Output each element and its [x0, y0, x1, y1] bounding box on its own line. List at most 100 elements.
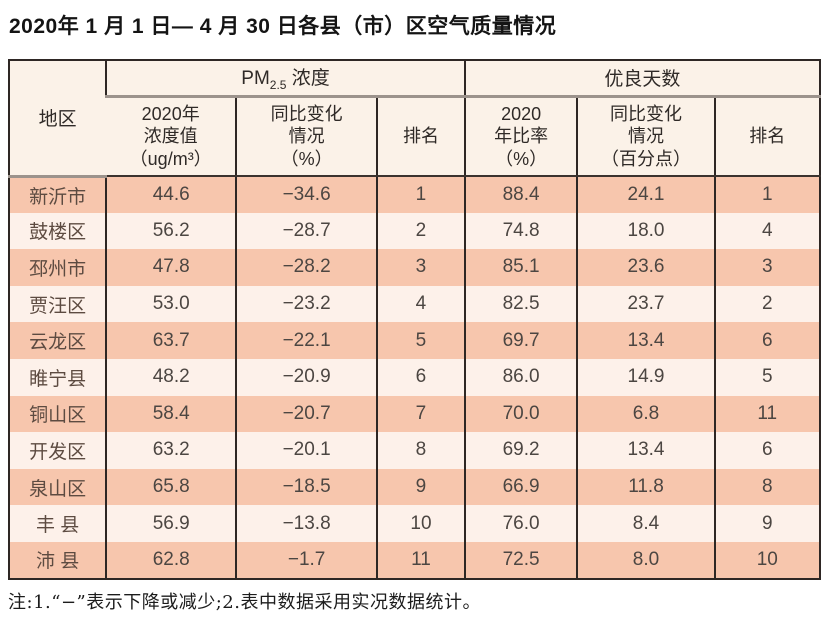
cell-pm-value: 53.0 [105, 285, 237, 323]
cell-good-rank: 3 [713, 249, 820, 286]
cell-pm-change: −28.7 [235, 212, 378, 250]
cell-pm-change: −18.5 [235, 468, 378, 506]
cell-good-ratio: 82.5 [463, 285, 578, 323]
pm25-label-suffix: 浓度 [286, 68, 330, 90]
table-row: 云龙区 63.7 −22.1 5 69.7 13.4 6 [9, 322, 820, 359]
table-row: 新沂市 44.6 −34.6 1 88.4 24.1 1 [9, 176, 820, 213]
cell-good-rank: 11 [713, 395, 820, 433]
cell-region: 鼓楼区 [9, 212, 107, 250]
col-header-pm-value: 2020年 浓度值 （ug/m³） [106, 96, 237, 177]
cell-good-change: 23.6 [576, 249, 715, 286]
cell-pm-rank: 11 [376, 541, 465, 579]
cell-region: 开发区 [9, 432, 107, 469]
cell-pm-rank: 3 [376, 249, 465, 286]
pm25-label-prefix: PM [241, 68, 270, 90]
cell-good-ratio: 85.1 [463, 249, 578, 286]
cell-good-change: 23.7 [576, 285, 715, 323]
cell-pm-change: −34.6 [235, 176, 378, 213]
cell-pm-value: 44.6 [105, 176, 237, 213]
cell-good-rank: 4 [713, 212, 820, 250]
cell-good-change: 8.0 [576, 541, 715, 579]
table-row: 鼓楼区 56.2 −28.7 2 74.8 18.0 4 [9, 212, 820, 250]
cell-good-change: 13.4 [576, 432, 715, 469]
header-group-row: 地区 PM2.5 浓度 优良天数 [9, 60, 820, 178]
cell-pm-rank: 4 [376, 285, 465, 323]
cell-pm-change: −23.2 [235, 285, 378, 323]
cell-pm-rank: 10 [376, 505, 465, 542]
col-header-pm-change: 同比变化 情况 （%） [235, 96, 378, 177]
cell-good-change: 18.0 [576, 212, 715, 250]
cell-good-rank: 1 [713, 176, 820, 213]
cell-pm-value: 48.2 [105, 358, 237, 396]
cell-region: 丰 县 [9, 505, 107, 542]
cell-good-ratio: 86.0 [463, 358, 578, 396]
cell-pm-change: −20.7 [235, 395, 378, 433]
cell-pm-change: −20.1 [235, 432, 378, 469]
table-row: 丰 县 56.9 −13.8 10 76.0 8.4 9 [9, 505, 820, 542]
col-header-pm-rank: 排名 [376, 96, 465, 177]
col-header-region: 地区 [9, 60, 107, 178]
cell-pm-rank: 5 [376, 322, 465, 359]
cell-region: 邳州市 [9, 249, 107, 286]
cell-region: 云龙区 [9, 322, 107, 359]
cell-good-change: 8.4 [576, 505, 715, 542]
col-group-pm25: PM2.5 浓度 [105, 60, 465, 98]
cell-good-ratio: 72.5 [463, 541, 578, 579]
cell-region: 新沂市 [9, 176, 107, 213]
cell-good-rank: 10 [713, 541, 820, 579]
cell-good-change: 14.9 [576, 358, 715, 396]
page-title: 2020年 1 月 1 日— 4 月 30 日各县（市）区空气质量情况 [9, 15, 557, 38]
cell-good-ratio: 69.7 [463, 322, 578, 359]
cell-good-ratio: 66.9 [463, 468, 578, 506]
cell-good-change: 11.8 [576, 468, 715, 506]
cell-pm-change: −1.7 [235, 541, 378, 579]
cell-pm-change: −28.2 [235, 249, 378, 286]
cell-pm-value: 56.2 [105, 212, 237, 250]
cell-pm-value: 63.7 [105, 322, 237, 359]
cell-good-change: 24.1 [576, 176, 715, 213]
cell-good-change: 13.4 [576, 322, 715, 359]
cell-pm-value: 56.9 [105, 505, 237, 542]
table-row: 贾汪区 53.0 −23.2 4 82.5 23.7 2 [9, 285, 820, 323]
cell-good-ratio: 69.2 [463, 432, 578, 469]
table-body: 新沂市 44.6 −34.6 1 88.4 24.1 1 鼓楼区 56.2 −2… [9, 176, 820, 579]
table-row: 睢宁县 48.2 −20.9 6 86.0 14.9 5 [9, 358, 820, 396]
cell-pm-value: 63.2 [105, 432, 237, 469]
cell-good-ratio: 88.4 [463, 176, 578, 213]
cell-pm-change: −22.1 [235, 322, 378, 359]
cell-pm-change: −20.9 [235, 358, 378, 396]
footnote: 注:1.“−”表示下降或减少;2.表中数据采用实况数据统计。 [8, 592, 481, 613]
cell-pm-rank: 2 [376, 212, 465, 250]
cell-pm-value: 62.8 [105, 541, 237, 579]
pm25-label-sub: 2.5 [269, 78, 287, 93]
table-row: 沛 县 62.8 −1.7 11 72.5 8.0 10 [9, 541, 820, 579]
cell-good-rank: 6 [713, 322, 820, 359]
header-sub-row: 2020年 浓度值 （ug/m³） 同比变化 情况 （%） 排名 2020 年比… [9, 96, 820, 177]
table-row: 铜山区 58.4 −20.7 7 70.0 6.8 11 [9, 395, 820, 433]
cell-pm-value: 47.8 [105, 249, 237, 286]
cell-region: 泉山区 [9, 468, 107, 506]
cell-region: 贾汪区 [9, 285, 107, 323]
cell-good-rank: 5 [713, 358, 820, 396]
cell-good-rank: 9 [713, 505, 820, 542]
cell-pm-rank: 9 [376, 468, 465, 506]
cell-pm-rank: 6 [376, 358, 465, 396]
cell-good-ratio: 74.8 [463, 212, 578, 250]
cell-pm-value: 58.4 [105, 395, 237, 433]
cell-good-ratio: 76.0 [463, 505, 578, 542]
cell-pm-change: −13.8 [235, 505, 378, 542]
table-row: 泉山区 65.8 −18.5 9 66.9 11.8 8 [9, 468, 820, 506]
col-group-good-days: 优良天数 [463, 60, 820, 98]
cell-region: 沛 县 [9, 541, 107, 579]
col-header-good-rank: 排名 [713, 96, 820, 177]
cell-good-change: 6.8 [576, 395, 715, 433]
cell-good-rank: 2 [713, 285, 820, 323]
cell-pm-rank: 1 [376, 176, 465, 213]
cell-pm-rank: 7 [376, 395, 465, 433]
table-row: 开发区 63.2 −20.1 8 69.2 13.4 6 [9, 432, 820, 469]
air-quality-table: 地区 PM2.5 浓度 优良天数 2020年 浓度值 （ug/m³） 同比变化 … [8, 59, 821, 580]
cell-good-ratio: 70.0 [463, 395, 578, 433]
col-header-good-change: 同比变化 情况 （百分点） [576, 96, 715, 177]
cell-region: 铜山区 [9, 395, 107, 433]
cell-region: 睢宁县 [9, 358, 107, 396]
